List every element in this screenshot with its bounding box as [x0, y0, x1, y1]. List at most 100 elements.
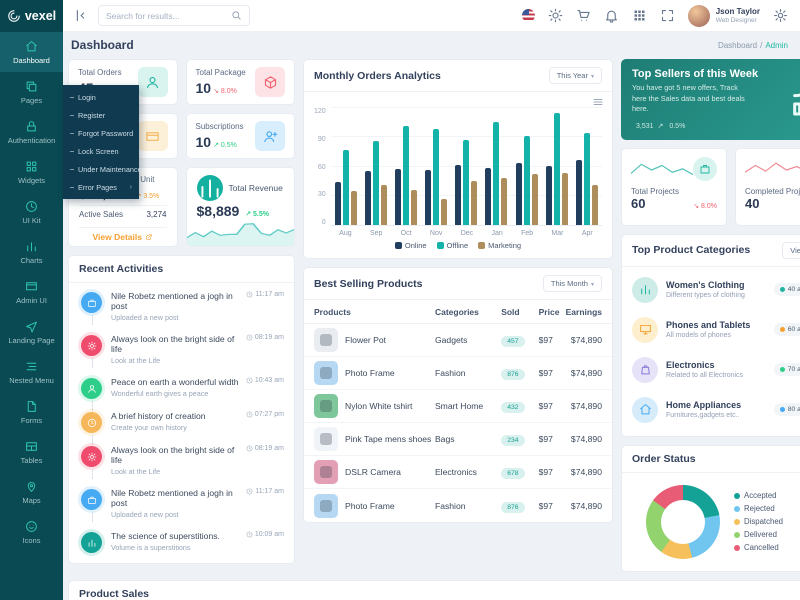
flyout-item-lock-screen[interactable]: Lock Screen	[63, 142, 139, 160]
flyout-item-error-pages[interactable]: Error Pages ›	[63, 178, 139, 196]
legend-marketing[interactable]: Marketing	[478, 241, 521, 250]
bag-icon	[632, 356, 658, 383]
activity-item[interactable]: Always look on the bright side of life Lo…	[79, 439, 284, 482]
monthly-orders-title: Monthly Orders Analytics	[314, 69, 441, 82]
sidebar-item-authentication[interactable]: Authentication	[0, 112, 63, 152]
flyout-item-login[interactable]: Login	[63, 88, 139, 106]
availability-badge: 60 available	[773, 323, 800, 337]
rocket-icon	[25, 320, 38, 333]
order-status-title: Order Status	[632, 452, 696, 465]
activity-item[interactable]: A brief history of creation Create your o…	[79, 405, 284, 445]
chart-y-axis: 120 90 60 30 0	[314, 108, 326, 226]
sold-badge: 876	[501, 369, 525, 380]
clock-icon	[81, 412, 102, 445]
sidebar-collapse-icon[interactable]	[73, 8, 88, 23]
breadcrumb-root[interactable]: Dashboard	[717, 40, 758, 50]
best-selling-header: Products Categories Sold Price Earnings	[304, 300, 612, 324]
sidebar-item-forms[interactable]: Forms	[0, 392, 63, 432]
gear-icon	[81, 446, 102, 479]
growth-chart-icon	[786, 79, 800, 119]
view-details-link[interactable]: View Details	[79, 227, 167, 242]
order-status-donut	[646, 484, 720, 559]
active-sales-label: Active Sales	[79, 210, 124, 219]
clock-icon	[25, 200, 38, 213]
flyout-item-register[interactable]: Register	[63, 106, 139, 124]
availability-badge: 70 available	[773, 363, 800, 377]
charts-icon	[25, 240, 38, 253]
cart-icon[interactable]	[576, 8, 591, 23]
chart-period-select[interactable]: This Year ▾	[548, 67, 602, 84]
chevron-right-icon: ›	[129, 183, 132, 191]
app-logo[interactable]: vexel	[0, 0, 63, 32]
doc-icon	[25, 400, 38, 413]
search-icon[interactable]	[231, 10, 242, 21]
view-all-select[interactable]: View all▾	[782, 241, 800, 259]
category-row-phones-and-tablets[interactable]: Phones and Tablets All models of phones 60…	[632, 310, 800, 350]
top-sellers-title: Top Sellers of this Week	[632, 68, 759, 80]
charts-icon	[632, 276, 658, 303]
best-selling-row[interactable]: DSLR Camera Electronics 678 $97 $74,890	[304, 456, 612, 489]
authentication-flyout-menu: Login Register Forgot Password Lock Screen U…	[63, 85, 142, 199]
best-selling-row[interactable]: Photo Frame Fashion 876 $97 $74,890	[304, 489, 612, 522]
activity-item[interactable]: The science of superstitions. Volume is a…	[79, 525, 284, 559]
activity-item[interactable]: Peace on earth a wonderful width Wonderfu…	[79, 371, 284, 411]
total-projects-sparkline	[631, 157, 693, 183]
table-icon	[25, 440, 38, 453]
activity-item[interactable]: Nile Robetz mentioned a jogh in post Uplo…	[79, 482, 284, 525]
best-selling-row[interactable]: Photo Frame Fashion 876 $97 $74,890	[304, 357, 612, 390]
sidebar-item-icons[interactable]: Icons	[0, 512, 63, 552]
theme-sun-icon[interactable]	[548, 8, 563, 23]
sidebar-nav: Dashboard Pages Authentication Widgets UI Ki…	[0, 32, 63, 600]
bar-group-oct	[395, 125, 418, 225]
activity-time: 08:19 am	[242, 334, 284, 341]
best-selling-row[interactable]: Pink Tape mens shoes Bags 234 $97 $74,890	[304, 423, 612, 456]
flyout-item-under-maintenance[interactable]: Under Maintenance	[63, 160, 142, 178]
category-row-women-s-clothing[interactable]: Women's Clothing Different types of cloth…	[632, 270, 800, 310]
settings-gear-icon[interactable]	[773, 8, 788, 23]
sidebar-item-tables[interactable]: Tables	[0, 432, 63, 472]
legend-offline[interactable]: Offline	[436, 241, 468, 250]
apps-grid-icon[interactable]	[632, 8, 647, 23]
activity-time: 11:17 am	[242, 291, 284, 298]
bar-group-nov	[425, 128, 448, 225]
notifications-bell-icon[interactable]	[604, 8, 619, 23]
sold-badge: 678	[501, 468, 525, 479]
top-sellers-description: You have got 5 new offers, Track here th…	[632, 83, 745, 114]
sidebar-item-ui-kit[interactable]: UI Kit	[0, 192, 63, 232]
best-selling-title: Best Selling Products	[314, 277, 423, 290]
language-flag-icon[interactable]	[521, 9, 535, 22]
sidebar-item-maps[interactable]: Maps	[0, 472, 63, 512]
bar-group-jan	[485, 121, 508, 225]
fullscreen-icon[interactable]	[660, 8, 675, 23]
legend-online[interactable]: Online	[394, 241, 427, 250]
search-input[interactable]	[106, 10, 231, 21]
product-image	[314, 328, 338, 352]
sidebar-item-nested-menu[interactable]: Nested Menu	[0, 352, 63, 392]
category-row-electronics[interactable]: Electronics Related to all Electronics 70 …	[632, 350, 800, 390]
sidebar-item-pages[interactable]: Pages	[0, 72, 63, 112]
best-selling-row[interactable]: Flower Pot Gadgets 457 $97 $74,890	[304, 324, 612, 357]
best-selling-period-select[interactable]: This Month ▾	[542, 275, 602, 292]
activity-time: 07:27 pm	[242, 411, 284, 418]
best-selling-row[interactable]: Nylon White tshirt Smart Home 432 $97 $74,89…	[304, 390, 612, 423]
nested-icon	[25, 360, 38, 373]
activity-item[interactable]: Nile Robetz mentioned a jogh in post Uplo…	[79, 285, 284, 328]
breadcrumb-current: Admin	[765, 40, 788, 50]
bar-group-feb	[515, 135, 538, 225]
sidebar-item-dashboard[interactable]: Dashboard	[0, 32, 63, 72]
sidebar-item-charts[interactable]: Charts	[0, 232, 63, 272]
sidebar-item-admin-ui[interactable]: Admin UI	[0, 272, 63, 312]
chart-menu-icon[interactable]	[592, 96, 604, 108]
user-menu[interactable]: Json Taylor Web Designer	[687, 4, 760, 27]
flyout-item-forgot-password[interactable]: Forgot Password	[63, 124, 139, 142]
product-image	[314, 493, 338, 518]
category-row-home-appliances[interactable]: Home Appliances Furnitures,gadgets etc.. 8…	[632, 390, 800, 430]
page-title: Dashboard	[71, 38, 134, 52]
sidebar-item-widgets[interactable]: Widgets	[0, 152, 63, 192]
briefcase-icon	[81, 292, 102, 325]
activity-item[interactable]: Always look on the bright side of life Lo…	[79, 328, 284, 371]
sidebar-item-landing-page[interactable]: Landing Page	[0, 312, 63, 352]
briefcase-icon	[693, 156, 717, 181]
